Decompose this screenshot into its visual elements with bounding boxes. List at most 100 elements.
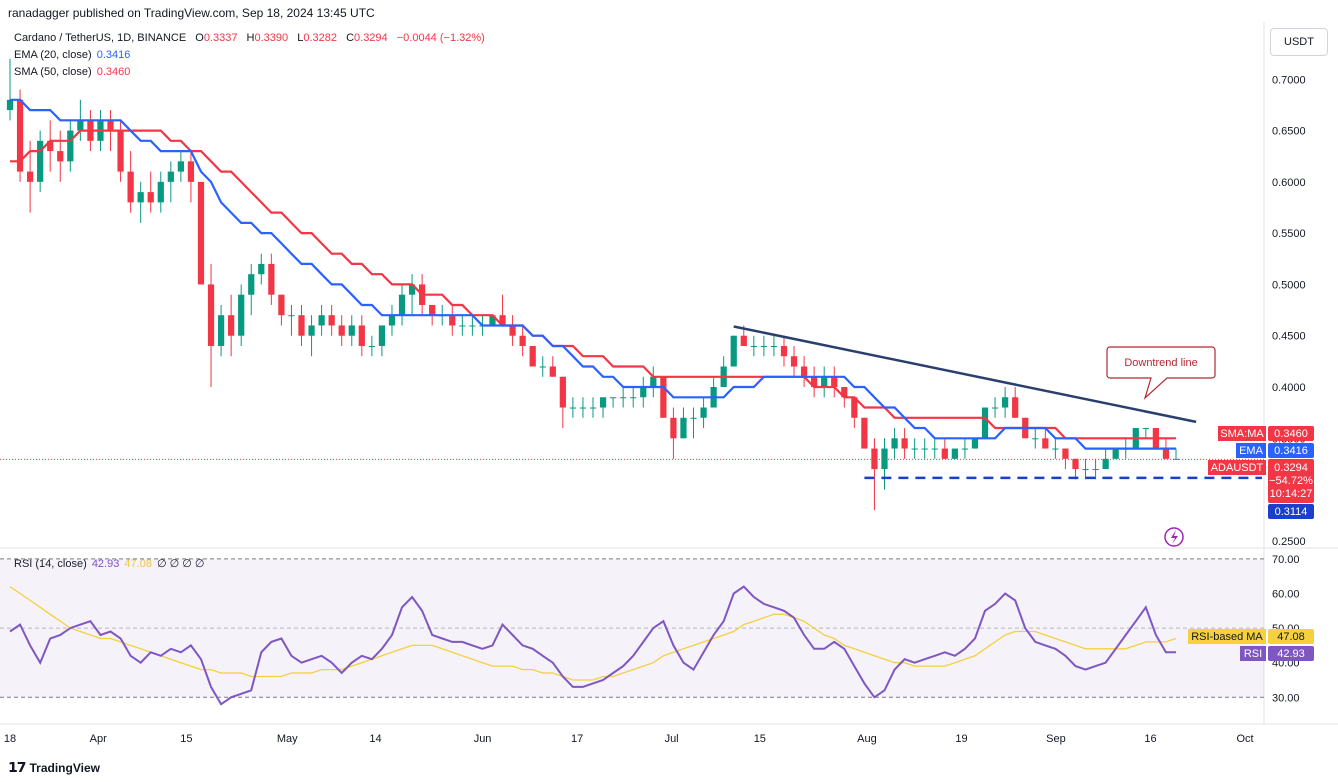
candle-body bbox=[821, 376, 828, 388]
candle-body bbox=[700, 407, 707, 418]
candle-body bbox=[539, 366, 546, 368]
tradingview-logo-icon: 𝟭𝟳 bbox=[8, 759, 27, 775]
symbol-tag-name: ADAUSDT bbox=[1211, 462, 1264, 474]
candle-body bbox=[117, 130, 124, 172]
time-tick-label: Apr bbox=[90, 733, 107, 745]
candle-body bbox=[569, 407, 577, 409]
ema-legend: EMA (20, close) 0.3416 bbox=[14, 49, 130, 61]
candle-body bbox=[217, 315, 225, 346]
callout-text: Downtrend line bbox=[1124, 357, 1197, 369]
candle-body bbox=[1012, 397, 1019, 418]
candle-body bbox=[167, 171, 174, 182]
candle-body bbox=[630, 397, 637, 399]
time-tick-label: 18 bbox=[4, 733, 16, 745]
rsi-legend-extra: ∅ ∅ ∅ ∅ bbox=[157, 558, 205, 570]
time-axis-ticks: 18 Apr 15 May 14 Jun 17 Jul 15 Aug 19 Sep 16 Oct bbox=[4, 733, 1254, 745]
candle-body bbox=[107, 120, 114, 131]
candle-body bbox=[589, 407, 597, 409]
candle-body bbox=[750, 345, 757, 347]
candle-body bbox=[800, 366, 808, 377]
candle-body bbox=[47, 140, 54, 152]
candle-body bbox=[599, 397, 607, 408]
currency-selector[interactable]: USDT bbox=[1270, 28, 1328, 56]
candle-body bbox=[1062, 448, 1069, 459]
candle-body bbox=[318, 315, 325, 326]
time-tick-label: Aug bbox=[857, 733, 877, 745]
candle-body bbox=[499, 315, 506, 326]
candle-body bbox=[37, 140, 44, 182]
rsi-ma-legend-value: 47.08 bbox=[124, 558, 152, 570]
ema-price-tag: EMA 0.3416 bbox=[1236, 443, 1314, 458]
candle-body bbox=[378, 325, 386, 346]
candle-body bbox=[941, 448, 948, 459]
low-value: 0.3282 bbox=[303, 32, 337, 44]
lightning-icon[interactable] bbox=[1164, 527, 1184, 547]
candle-body bbox=[670, 417, 677, 439]
change-value: −0.0044 (−1.32%) bbox=[396, 32, 485, 44]
time-tick-label: Sep bbox=[1046, 733, 1066, 745]
rsi-tick-label: 30.00 bbox=[1272, 692, 1300, 704]
tradingview-footer[interactable]: 𝟭𝟳 TradingView bbox=[8, 759, 100, 776]
candle-body bbox=[609, 397, 617, 399]
time-tick-label: 19 bbox=[955, 733, 967, 745]
downtrend-callout[interactable]: Downtrend line bbox=[1106, 346, 1216, 400]
candle-body bbox=[258, 263, 265, 275]
candle-body bbox=[901, 438, 908, 449]
rsi-ma-tag-name: RSI-based MA bbox=[1191, 631, 1263, 643]
candle-body bbox=[961, 448, 969, 450]
open-label: O bbox=[195, 32, 204, 44]
candle-body bbox=[338, 325, 345, 336]
candle-body bbox=[358, 325, 365, 346]
bar-countdown: 10:14:27 bbox=[1270, 488, 1313, 500]
candle-body bbox=[1142, 428, 1149, 430]
price-tick-label: 0.4000 bbox=[1272, 382, 1306, 394]
candle-body bbox=[187, 161, 195, 182]
candle-body bbox=[579, 407, 587, 409]
candle-body bbox=[650, 376, 657, 388]
close-value: 0.3294 bbox=[354, 32, 388, 44]
candle-body bbox=[67, 130, 74, 162]
sma-legend: SMA (50, close) 0.3460 bbox=[14, 66, 130, 78]
candle-body bbox=[288, 315, 295, 317]
rsi-tick-label: 70.00 bbox=[1272, 554, 1300, 566]
candle-body bbox=[459, 325, 466, 327]
candle-body bbox=[851, 397, 858, 418]
candle-body bbox=[157, 181, 164, 203]
candle-body bbox=[408, 284, 416, 295]
candle-body bbox=[519, 335, 526, 346]
candle-body bbox=[991, 407, 999, 409]
candle-body bbox=[911, 448, 918, 450]
candle-body bbox=[57, 151, 64, 162]
price-tick-label: 0.6000 bbox=[1272, 177, 1306, 189]
candle-body bbox=[690, 417, 697, 419]
candle-body bbox=[278, 294, 285, 316]
candle-body bbox=[760, 345, 767, 347]
candle-body bbox=[298, 315, 305, 336]
candle-body bbox=[790, 356, 798, 367]
candle-body bbox=[780, 345, 788, 357]
high-value: 0.3390 bbox=[254, 32, 289, 44]
time-tick-label: May bbox=[277, 733, 298, 745]
close-label: C bbox=[346, 32, 355, 44]
candle-body bbox=[1042, 438, 1049, 449]
rsi-legend: RSI (14, close) 42.93 47.08 ∅ ∅ ∅ ∅ bbox=[14, 557, 205, 570]
downtrend-line[interactable] bbox=[733, 325, 1197, 424]
candle-body bbox=[1032, 438, 1039, 440]
candle-body bbox=[640, 387, 647, 398]
sma-legend-value: 0.3460 bbox=[96, 66, 131, 78]
rsi-ma-tag-value: 47.08 bbox=[1277, 631, 1305, 643]
ema-legend-label: EMA (20, close) bbox=[14, 49, 92, 61]
candle-body bbox=[871, 448, 878, 470]
candles bbox=[6, 58, 1180, 511]
rsi-tag-name: RSI bbox=[1244, 648, 1262, 660]
percent-change: −54.72% bbox=[1269, 475, 1313, 487]
sma-tag-value: 0.3460 bbox=[1274, 428, 1308, 440]
candle-body bbox=[308, 325, 315, 336]
sma-line bbox=[10, 129, 1176, 440]
ema-legend-value: 0.3416 bbox=[96, 49, 131, 61]
candle-body bbox=[841, 387, 848, 398]
candle-body bbox=[931, 448, 938, 450]
callout-shape bbox=[1106, 346, 1216, 400]
support-price-tag: 0.3114 bbox=[1268, 504, 1314, 519]
